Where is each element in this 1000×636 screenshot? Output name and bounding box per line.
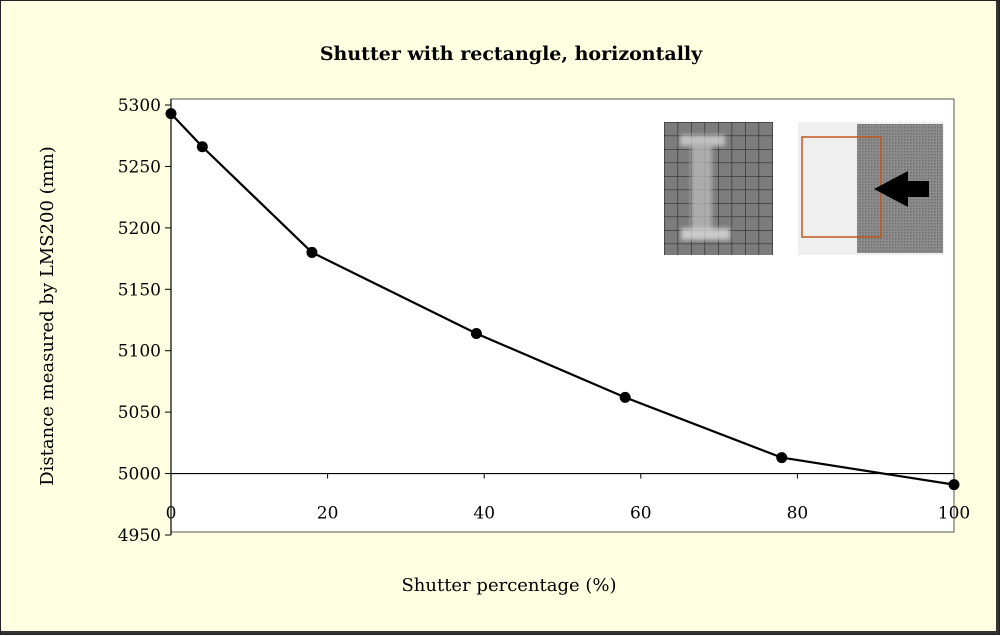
y-tick-label: 5150 [118, 280, 161, 300]
data-point [196, 141, 208, 153]
arrow-left-icon [874, 171, 929, 207]
x-tick-label: 100 [938, 504, 970, 524]
series-line [165, 108, 960, 491]
y-tick-label: 5300 [118, 96, 161, 116]
data-point [948, 479, 960, 491]
data-point [165, 108, 177, 120]
x-tick-label: 0 [166, 504, 177, 524]
y-tick-label: 5250 [118, 157, 161, 177]
inset-shutter-diagram [798, 122, 944, 255]
y-tick-label: 5100 [118, 342, 161, 362]
x-tick-label: 40 [473, 504, 495, 524]
x-axis: 0 20 40 60 80 100 [166, 472, 970, 524]
data-point [470, 328, 482, 340]
inset-grid-image [664, 122, 773, 255]
y-tick-label: 4950 [118, 526, 161, 546]
y-tick-label: 5050 [118, 403, 161, 423]
x-axis-label: Shutter percentage (%) [401, 575, 616, 596]
data-point [619, 391, 631, 403]
y-tick-label: 5000 [118, 465, 161, 485]
x-tick-label: 80 [787, 504, 809, 524]
y-axis: 5300 5250 5200 5150 5100 5050 5000 4950 [118, 96, 172, 546]
data-point [306, 246, 318, 258]
y-tick-label: 5200 [118, 219, 161, 239]
y-axis-label: Distance measured by LMS200 (mm) [37, 146, 58, 486]
data-point [776, 452, 788, 464]
x-tick-label: 20 [317, 504, 339, 524]
x-tick-label: 60 [630, 504, 652, 524]
chart-title: Shutter with rectangle, horizontally [320, 43, 703, 65]
